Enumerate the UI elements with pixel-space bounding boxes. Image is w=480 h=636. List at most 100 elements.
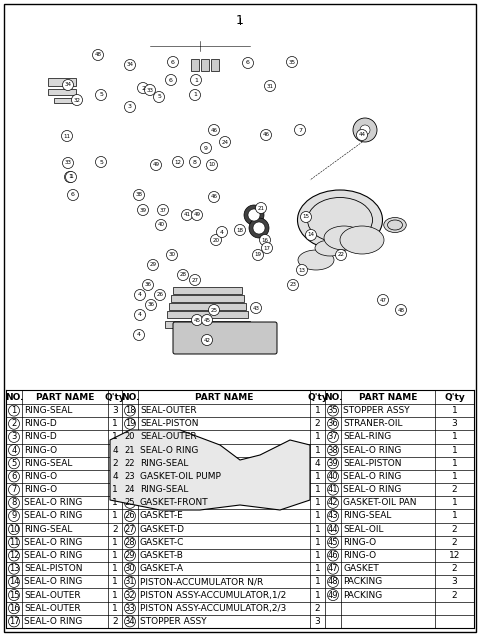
Text: 46: 46 [263,132,269,137]
Text: NO.: NO. [324,392,342,401]
Text: SEAL-O RING: SEAL-O RING [24,499,83,508]
Text: 1: 1 [314,485,320,494]
Text: SEAL-O RING: SEAL-O RING [343,485,401,494]
Text: RING-O: RING-O [343,538,376,547]
Circle shape [144,85,156,95]
Text: 34: 34 [64,83,72,88]
Text: SEAL-PISTON: SEAL-PISTON [343,459,401,468]
Text: 4: 4 [137,333,141,338]
Text: 2: 2 [452,525,457,534]
Text: 3: 3 [452,577,457,586]
Circle shape [202,335,213,345]
Ellipse shape [340,226,384,254]
Circle shape [360,125,370,135]
Text: RING-D: RING-D [24,432,57,441]
Text: 1: 1 [314,551,320,560]
Text: GASKET-D: GASKET-D [140,525,185,534]
Circle shape [172,156,183,167]
Text: RING-O: RING-O [24,485,57,494]
Circle shape [133,329,144,340]
Text: 1: 1 [314,406,320,415]
Text: 47: 47 [380,298,386,303]
Text: 18: 18 [125,406,135,415]
Text: 27: 27 [125,525,135,534]
Text: 28: 28 [180,272,187,277]
Text: 1: 1 [112,538,118,547]
Text: 24: 24 [125,485,135,494]
Text: 36: 36 [144,282,152,287]
Text: 1: 1 [452,511,457,520]
Text: 1: 1 [314,564,320,573]
Bar [169,303,246,310]
Text: 44: 44 [328,525,338,534]
Text: 1: 1 [69,174,73,179]
Text: 34: 34 [127,62,133,67]
Circle shape [249,218,269,238]
Text: 33: 33 [146,88,154,92]
Text: SEAL-O RING: SEAL-O RING [24,577,83,586]
Text: 2: 2 [452,564,457,573]
Text: 49: 49 [328,591,338,600]
Text: 14: 14 [9,577,19,586]
Text: 48: 48 [95,53,101,57]
Text: 1: 1 [452,472,457,481]
Text: 27: 27 [192,277,199,282]
Text: NO.: NO. [121,392,139,401]
Text: 1: 1 [194,78,198,83]
Text: PART NAME: PART NAME [195,392,253,401]
Text: 6: 6 [12,472,17,481]
Text: RING-D: RING-D [24,419,57,428]
Text: 1: 1 [314,511,320,520]
Circle shape [157,205,168,216]
Text: 6: 6 [169,78,173,83]
Text: 2: 2 [112,459,118,468]
Text: GASKET-OIL PAN: GASKET-OIL PAN [343,499,417,508]
Text: PART NAME: PART NAME [36,392,94,401]
Text: 41: 41 [328,485,338,494]
Circle shape [297,265,308,275]
Circle shape [261,130,272,141]
Text: 29: 29 [125,551,135,560]
Circle shape [64,172,75,183]
Circle shape [295,125,305,135]
Text: 1: 1 [314,577,320,586]
Text: 25: 25 [211,307,217,312]
Text: 6: 6 [246,60,250,66]
Text: 45: 45 [328,538,338,547]
Text: 1: 1 [112,419,118,428]
Text: 26: 26 [125,511,135,520]
Text: GASKET-OIL PUMP: GASKET-OIL PUMP [140,472,221,481]
Bar [171,295,244,302]
Text: 1: 1 [314,499,320,508]
Text: 14: 14 [308,233,314,237]
Text: 3: 3 [12,432,17,441]
Circle shape [244,205,264,225]
Circle shape [206,160,217,170]
Text: 4: 4 [315,459,320,468]
Text: 1: 1 [314,432,320,441]
Polygon shape [110,430,310,510]
Text: PISTON ASSY-ACCUMULATOR,1/2: PISTON ASSY-ACCUMULATOR,1/2 [140,591,286,600]
Text: 37: 37 [328,432,338,441]
Text: PART NAME: PART NAME [359,392,417,401]
Text: 9: 9 [12,511,17,520]
Text: RING-SEAL: RING-SEAL [24,525,72,534]
Circle shape [262,242,273,254]
Text: 49: 49 [153,163,159,167]
Text: RING-SEAL: RING-SEAL [24,459,72,468]
Text: 3: 3 [112,406,118,415]
Text: 40: 40 [328,472,338,481]
Text: 11: 11 [9,538,19,547]
Text: 19: 19 [125,419,135,428]
Text: 12: 12 [9,551,19,560]
Text: SEAL-RING: SEAL-RING [343,432,391,441]
Text: 1: 1 [314,525,320,534]
Text: 1: 1 [112,577,118,586]
Text: 33: 33 [125,604,135,612]
Text: 46: 46 [211,195,217,200]
Text: SEAL-OUTER: SEAL-OUTER [24,591,81,600]
Circle shape [167,249,178,261]
Text: 48: 48 [397,307,405,312]
Text: 3: 3 [128,104,132,109]
Circle shape [192,209,203,221]
